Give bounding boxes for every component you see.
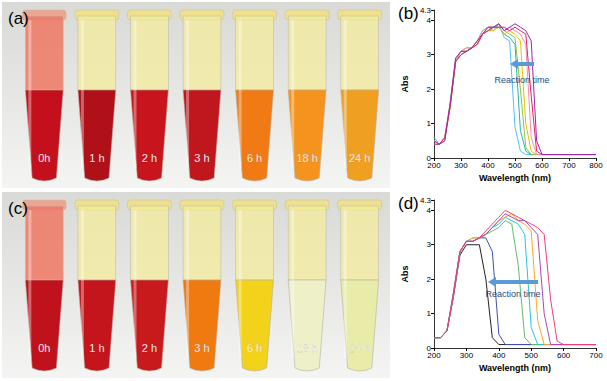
svg-text:Wavelength (nm): Wavelength (nm) [479, 363, 551, 373]
svg-text:3: 3 [427, 240, 432, 249]
svg-text:3 h: 3 h [194, 342, 209, 354]
svg-text:0h: 0h [38, 152, 50, 164]
svg-text:Reaction time: Reaction time [485, 289, 540, 299]
svg-text:2: 2 [427, 85, 432, 94]
svg-text:3 h: 3 h [194, 152, 209, 164]
svg-text:3: 3 [427, 50, 432, 59]
svg-text:18 h: 18 h [296, 152, 317, 164]
svg-text:600: 600 [557, 351, 571, 360]
svg-text:700: 700 [589, 351, 603, 360]
svg-text:(c): (c) [8, 199, 28, 218]
svg-text:500: 500 [508, 161, 522, 170]
svg-text:800: 800 [589, 161, 603, 170]
svg-text:Abs: Abs [400, 75, 410, 92]
svg-text:400: 400 [481, 161, 495, 170]
svg-text:1 h: 1 h [89, 152, 104, 164]
svg-text:4: 4 [427, 16, 432, 25]
svg-text:2 h: 2 h [142, 152, 157, 164]
svg-text:2: 2 [427, 275, 432, 284]
svg-text:600: 600 [535, 161, 549, 170]
svg-text:200: 200 [427, 351, 441, 360]
svg-text:4: 4 [427, 206, 432, 215]
svg-text:Reaction time: Reaction time [494, 75, 549, 85]
svg-text:0: 0 [426, 153, 431, 163]
svg-text:4.3: 4.3 [420, 6, 432, 15]
svg-text:0h: 0h [38, 342, 50, 354]
svg-text:6 h: 6 h [247, 152, 262, 164]
svg-text:Wavelength (nm): Wavelength (nm) [479, 173, 551, 183]
svg-text:Abs: Abs [400, 265, 410, 282]
svg-text:18 h: 18 h [296, 342, 317, 354]
svg-text:24 h: 24 h [349, 342, 370, 354]
svg-text:(a): (a) [8, 9, 29, 28]
svg-text:300: 300 [460, 351, 474, 360]
svg-text:700: 700 [562, 161, 576, 170]
svg-text:500: 500 [525, 351, 539, 360]
svg-text:1: 1 [427, 119, 432, 128]
svg-text:0: 0 [426, 343, 431, 353]
svg-text:24 h: 24 h [349, 152, 370, 164]
html-text:(b): (b) [398, 4, 419, 23]
svg-text:1: 1 [427, 309, 432, 318]
svg-text:400: 400 [492, 351, 506, 360]
svg-text:300: 300 [454, 161, 468, 170]
svg-text:200: 200 [427, 161, 441, 170]
svg-text:4.3: 4.3 [420, 196, 432, 205]
svg-text:2 h: 2 h [142, 342, 157, 354]
html-text:(d): (d) [398, 194, 419, 213]
svg-text:6 h: 6 h [247, 342, 262, 354]
svg-text:1 h: 1 h [89, 342, 104, 354]
